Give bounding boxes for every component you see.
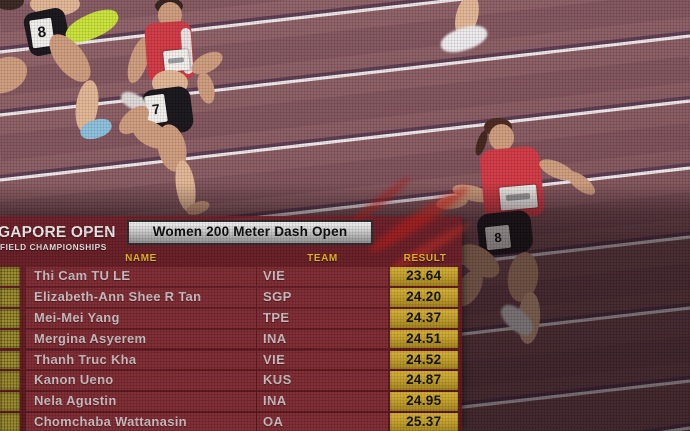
athlete-name: Chomchaba Wattanasin — [25, 413, 256, 431]
place-chip — [0, 329, 20, 349]
runner-top-partial — [430, 0, 520, 74]
place-chip — [0, 309, 20, 328]
athlete-name: Mergina Asyerem — [25, 329, 256, 349]
runner-center: 7 — [100, 0, 260, 228]
runner-top-partial-shoe — [437, 21, 491, 57]
table-row: Elizabeth-Ann Shee R Tan SGP 24.20 — [0, 288, 462, 307]
column-header-name: NAME — [125, 253, 157, 264]
table-row: Thi Cam TU LE VIE 23.64 — [0, 267, 462, 286]
result-value: 24.87 — [390, 371, 458, 390]
runner-left-hair — [0, 0, 24, 10]
place-chip — [0, 288, 20, 307]
result-value: 24.52 — [390, 350, 458, 370]
result-value: 24.20 — [390, 288, 458, 307]
athlete-name: Nela Agustin — [25, 392, 256, 411]
team-code: INA — [256, 329, 388, 349]
athlete-name: Thanh Truc Kha — [25, 350, 256, 370]
result-value: 25.37 — [390, 413, 458, 431]
runner-right-head — [489, 124, 514, 151]
result-value: 24.51 — [390, 329, 458, 349]
result-value: 23.64 — [390, 267, 458, 286]
table-row: Mei-Mei Yang TPE 24.37 — [0, 309, 462, 328]
team-code: TPE — [256, 309, 388, 328]
place-chip — [0, 413, 20, 431]
team-code: VIE — [256, 350, 388, 370]
team-code: OA — [256, 413, 388, 431]
column-header-result: RESULT — [403, 253, 447, 264]
athlete-name: Kanon Ueno — [25, 371, 256, 390]
team-code: SGP — [256, 288, 388, 307]
table-row: Thanh Truc Kha VIE 24.52 — [0, 350, 462, 370]
results-rows: Thi Cam TU LE VIE 23.64 Elizabeth-Ann Sh… — [0, 216, 462, 431]
place-chip — [0, 371, 20, 390]
team-code: VIE — [256, 267, 388, 286]
place-chip — [0, 392, 20, 411]
place-chip — [0, 350, 20, 370]
team-code: INA — [256, 392, 388, 411]
runner-left: 8 — [0, 0, 140, 150]
table-row: Kanon Ueno KUS 24.87 — [0, 371, 462, 390]
runner-center-front-forearm — [194, 70, 218, 106]
athlete-name: Thi Cam TU LE — [25, 267, 256, 286]
table-row: Mergina Asyerem INA 24.51 — [0, 329, 462, 349]
place-chip — [0, 267, 20, 286]
runner-left-arm — [0, 49, 34, 101]
event-title-bar: Women 200 Meter Dash Open — [127, 220, 373, 245]
competition-logo-line1: GAPORE OPEN — [0, 224, 116, 241]
competition-logo-line2: FIELD CHAMPIONSHIPS — [0, 242, 107, 252]
result-value: 24.37 — [390, 309, 458, 328]
result-value: 24.95 — [390, 392, 458, 411]
athlete-name: Mei-Mei Yang — [25, 309, 256, 328]
table-row: Chomchaba Wattanasin OA 25.37 — [0, 413, 462, 431]
results-panel: GAPORE OPEN FIELD CHAMPIONSHIPS Women 20… — [0, 174, 473, 431]
column-header-team: TEAM — [307, 253, 338, 264]
runner-right: 8 — [420, 110, 610, 355]
table-row: Nela Agustin INA 24.95 — [0, 392, 462, 411]
athlete-name: Elizabeth-Ann Shee R Tan — [25, 288, 256, 307]
team-code: KUS — [256, 371, 388, 390]
